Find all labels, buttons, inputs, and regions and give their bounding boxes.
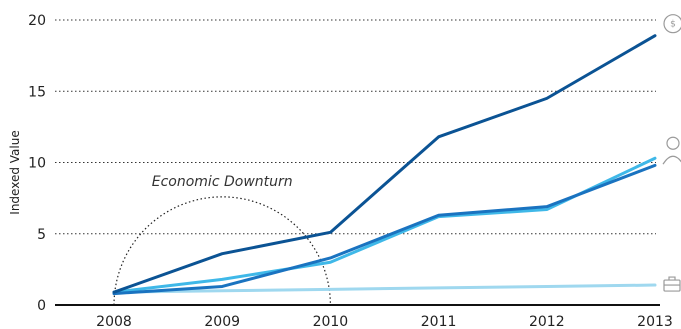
briefcase-icon (663, 276, 681, 292)
downturn-arc (113, 196, 331, 306)
y-tick-label: 20 (28, 13, 46, 29)
y-tick-labels: 0 5 10 15 20 (28, 13, 46, 314)
y-tick-label: 10 (28, 156, 46, 172)
x-tick-label: 2013 (637, 314, 673, 329)
x-tick-label: 2010 (313, 314, 349, 329)
y-tick-label: 0 (37, 298, 46, 314)
series-lines (112, 34, 657, 296)
y-tick-label: 15 (28, 84, 46, 100)
y-tick-label: 5 (37, 227, 46, 243)
x-tick-label: 2009 (204, 314, 240, 329)
y-axis-title: Indexed Value (8, 130, 22, 214)
dollar-symbol: $ (670, 20, 676, 30)
x-tick-labels: 2008 2009 2010 2011 2012 2013 (96, 314, 673, 329)
person-icon (662, 136, 681, 165)
downturn-annotation: Economic Downturn (113, 174, 331, 306)
series-line (112, 34, 657, 294)
x-tick-label: 2012 (529, 314, 565, 329)
x-tick-label: 2008 (96, 314, 132, 329)
dollar-icon: $ (663, 14, 681, 34)
x-tick-label: 2011 (421, 314, 457, 329)
downturn-label: Economic Downturn (152, 174, 293, 190)
series-icons: $ (662, 14, 681, 292)
grid-lines (55, 19, 656, 235)
series-line (112, 163, 657, 296)
series-line (112, 283, 657, 294)
